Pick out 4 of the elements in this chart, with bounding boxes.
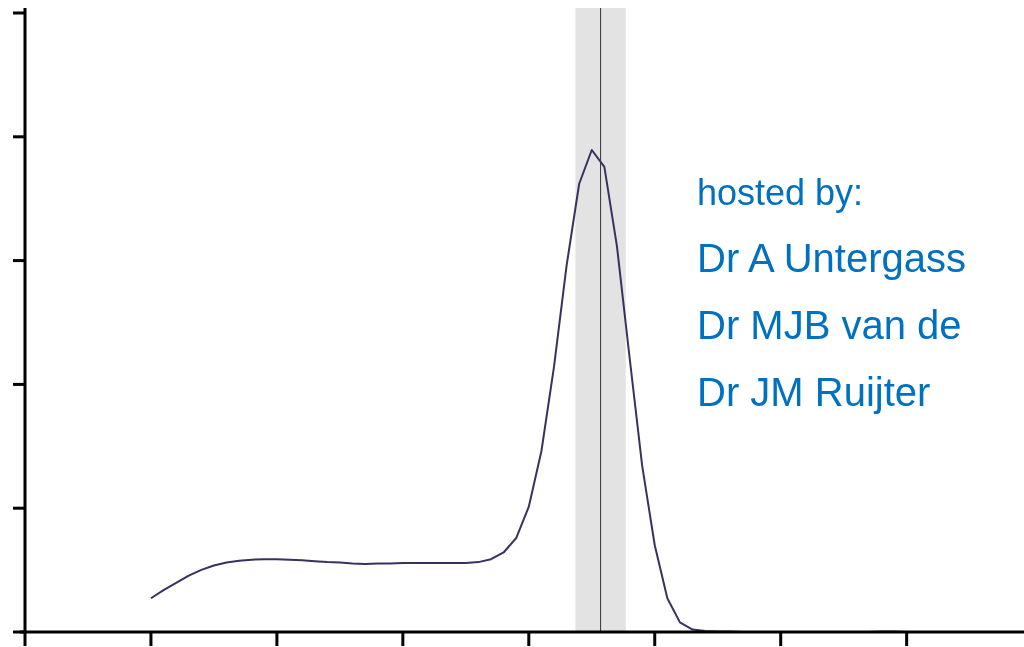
annotation: Dr JM Ruijter bbox=[697, 370, 931, 414]
annotation: Dr A Untergass bbox=[697, 236, 967, 280]
annotation: Dr MJB van de bbox=[697, 303, 962, 347]
annotation: hosted by: bbox=[697, 172, 864, 213]
